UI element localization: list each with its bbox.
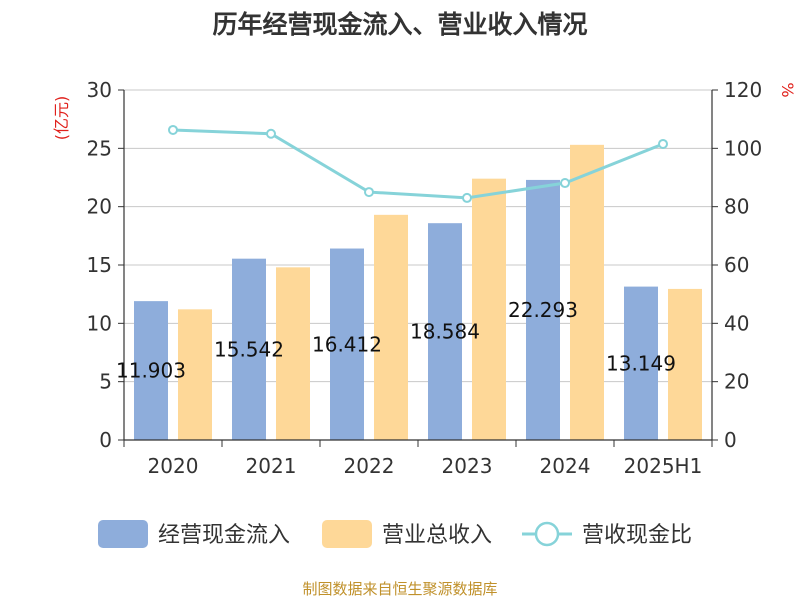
legend-swatch xyxy=(98,520,148,548)
y-right-tick-label: 40 xyxy=(724,311,749,335)
legend-label: 营收现金比 xyxy=(582,523,692,548)
bar xyxy=(570,144,604,441)
legend: 经营现金流入 营业总收入 营收现金比 xyxy=(98,520,692,548)
y-right-unit: % xyxy=(778,82,797,97)
y-right-tick-label: 20 xyxy=(724,370,749,394)
legend-item-1: 经营现金流入 xyxy=(98,520,290,548)
ratio-line xyxy=(168,124,668,203)
legend-item-2: 营业总收入 xyxy=(322,520,492,548)
data-label: 22.293 xyxy=(508,298,578,322)
y-left-tick-label: 20 xyxy=(87,195,112,219)
bars xyxy=(134,144,702,441)
bar xyxy=(276,267,310,440)
bar xyxy=(624,286,658,440)
legend-swatch xyxy=(322,520,372,548)
y-left-tick-label: 25 xyxy=(87,136,112,160)
bar xyxy=(134,301,168,440)
y-right-tick-label: 0 xyxy=(724,428,737,452)
axes: 0 5 10 15 20 25 30 0 20 40 60 80 100 120 2020 2021 2022 2… xyxy=(87,78,763,478)
x-tick-label: 2024 xyxy=(540,454,591,478)
legend-marker xyxy=(534,521,560,547)
data-label: 18.584 xyxy=(410,320,480,344)
y-right-tick-label: 60 xyxy=(724,253,749,277)
x-tick-label: 2021 xyxy=(246,454,297,478)
ratio-point xyxy=(560,178,570,189)
chart-title: 历年经营现金流入、营业收入情况 xyxy=(212,10,587,39)
legend-label: 营业总收入 xyxy=(382,523,492,548)
x-tick-label: 2023 xyxy=(442,454,493,478)
bar xyxy=(232,258,266,440)
ratio-point xyxy=(658,138,668,149)
grid-lines xyxy=(124,89,712,383)
ratio-line-path xyxy=(172,128,664,200)
data-label: 15.542 xyxy=(214,337,284,361)
bar xyxy=(526,179,560,441)
data-source-note: 制图数据来自恒生聚源数据库 xyxy=(302,580,497,598)
bar xyxy=(472,178,506,440)
y-left-tick-label: 10 xyxy=(87,311,112,335)
ratio-point xyxy=(364,187,374,198)
data-label: 16.412 xyxy=(312,332,382,356)
ratio-point xyxy=(266,128,276,139)
y-left-unit: (亿元) xyxy=(52,96,71,141)
bar xyxy=(374,214,408,440)
y-right-tick-label: 120 xyxy=(724,78,762,102)
data-label: 11.903 xyxy=(116,359,186,383)
data-label: 13.149 xyxy=(606,351,676,375)
y-left-tick-label: 0 xyxy=(99,428,112,452)
y-left-tick-label: 30 xyxy=(87,78,112,102)
x-tick-label: 2020 xyxy=(148,454,199,478)
legend-item-3: 营收现金比 xyxy=(522,521,692,548)
bar xyxy=(428,223,462,440)
legend-label: 经营现金流入 xyxy=(158,523,290,548)
y-right-tick-label: 100 xyxy=(724,136,762,160)
bar xyxy=(668,288,702,440)
bar xyxy=(330,248,364,440)
x-tick-label: 2022 xyxy=(344,454,395,478)
y-left-tick-label: 15 xyxy=(87,253,112,277)
ratio-point xyxy=(168,124,178,135)
data-labels: 11.903 15.542 16.412 18.584 22.293 13.149 xyxy=(116,298,676,383)
ratio-point xyxy=(462,192,472,203)
bar xyxy=(178,309,212,440)
y-left-tick-label: 5 xyxy=(99,370,112,394)
x-tick-label: 2025H1 xyxy=(624,454,703,478)
y-right-tick-label: 80 xyxy=(724,195,749,219)
